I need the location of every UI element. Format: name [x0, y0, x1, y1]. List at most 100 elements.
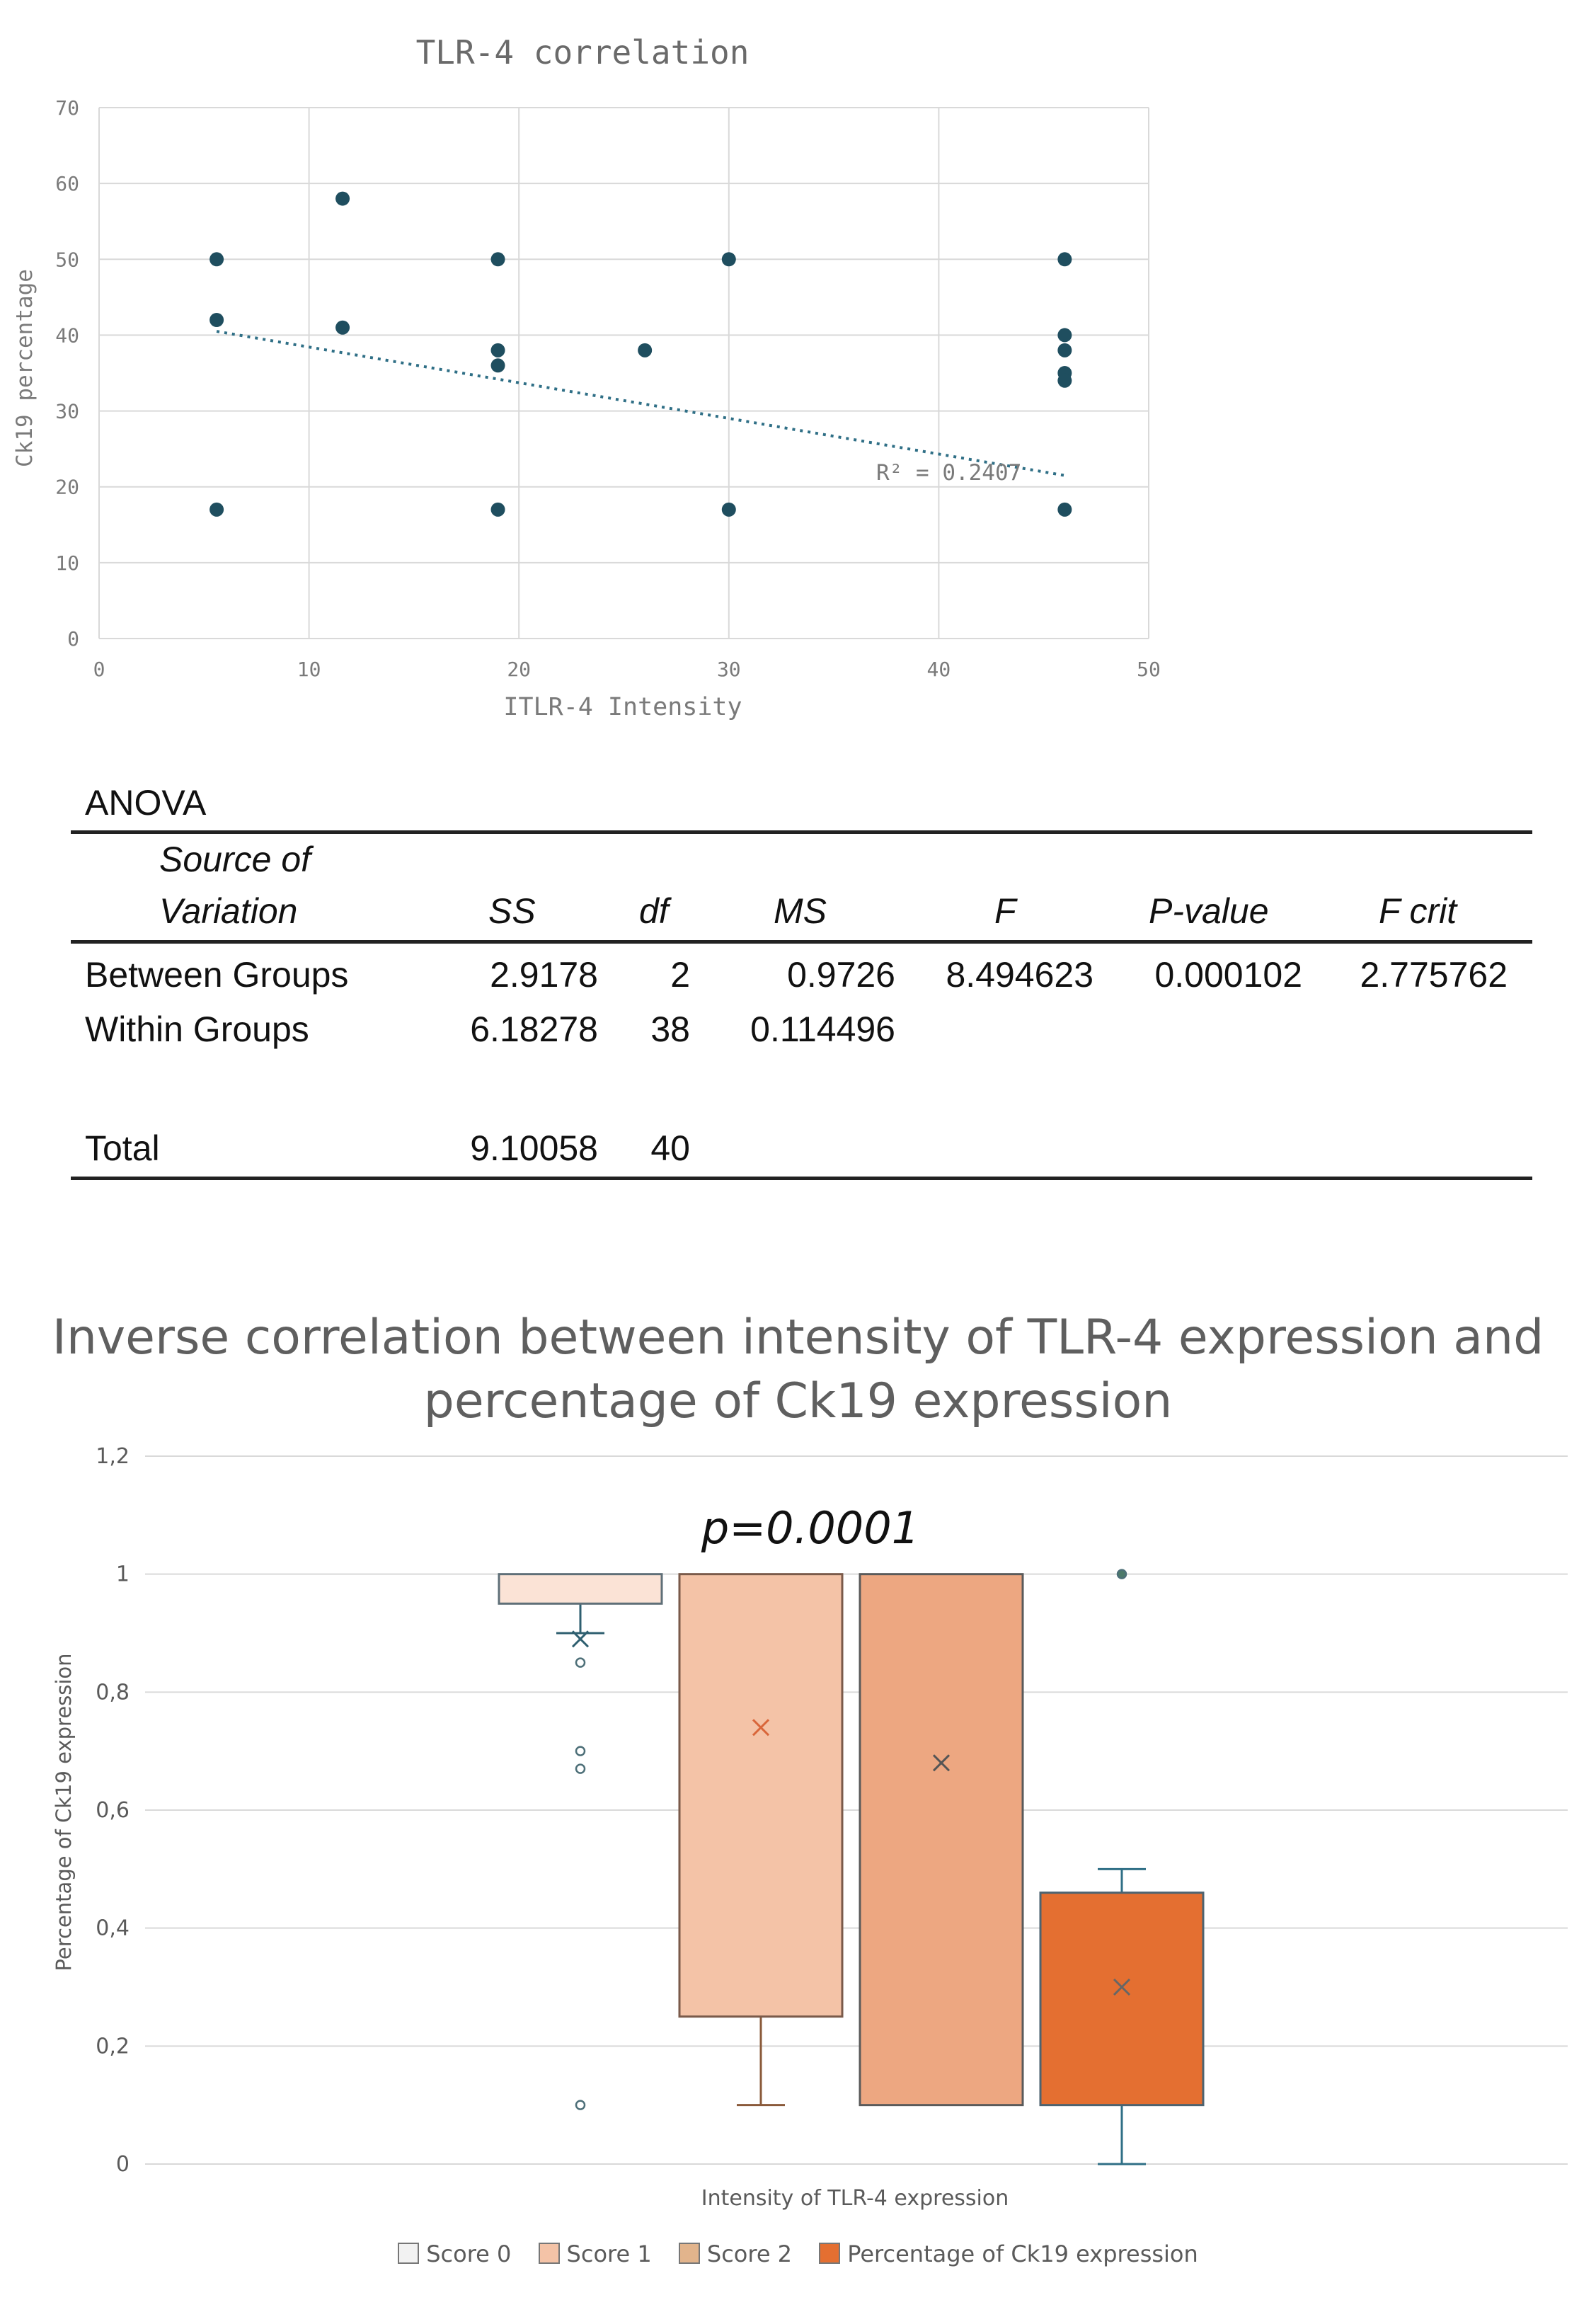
legend-item-score-2: Score 2: [678, 2241, 793, 2267]
mean-marker: [752, 1719, 770, 1736]
table-bottom-rule: [71, 1177, 1532, 1180]
data-point: [335, 191, 350, 206]
row3-source: Total: [85, 1128, 160, 1168]
data-point: [1057, 328, 1072, 343]
data-point: [209, 313, 224, 327]
row3-ss: 9.10058: [470, 1128, 598, 1168]
data-point: [1057, 373, 1072, 388]
p-value-annotation: p=0.0001: [701, 1502, 919, 1554]
outlier-point: [1116, 1569, 1127, 1579]
data-point: [1057, 343, 1072, 357]
data-point: [490, 343, 505, 357]
data-point: [1057, 502, 1072, 517]
y-tick-label: 0,8: [96, 1680, 130, 1705]
box-body: [1039, 1892, 1205, 2107]
scatter-svg: TLR-4 correlation 0 10 20 30 40 50 60 70 0 10 20 3…: [12, 33, 1161, 721]
x-tick-label: 0: [93, 658, 105, 681]
box-plot-title-line2: percentage of Ck19 expression: [423, 1373, 1173, 1429]
data-point: [638, 343, 653, 357]
row3-df: 40: [650, 1128, 690, 1168]
y-tick-label: 40: [55, 324, 79, 347]
legend-item-ck19: Percentage of Ck19 expression: [819, 2241, 1198, 2267]
legend-swatch-ck19: [819, 2243, 841, 2264]
data-point: [721, 252, 736, 267]
box-plot-legend: Score 0 Score 1 Score 2 Percentage of Ck…: [0, 2241, 1596, 2267]
y-tick-label: 50: [55, 248, 79, 271]
legend-label-score-2: Score 2: [706, 2241, 793, 2267]
outlier-point: [575, 2100, 586, 2110]
box-x-label: Intensity of TLR-4 expression: [701, 2186, 1009, 2211]
legend-swatch-score-2: [678, 2243, 700, 2264]
legend-swatch-score-1: [538, 2243, 560, 2264]
outlier-point: [575, 1746, 586, 1756]
header-source-line2: Variation: [159, 891, 298, 931]
legend-label-score-0: Score 0: [426, 2241, 512, 2267]
header-df: df: [639, 891, 669, 931]
row2-df: 38: [650, 1009, 690, 1049]
y-tick-label: 0: [67, 627, 79, 651]
data-point: [490, 252, 505, 267]
legend-label-ck19: Percentage of Ck19 expression: [847, 2241, 1198, 2267]
row1-f-crit: 2.775762: [1360, 955, 1508, 995]
header-f: F: [994, 891, 1016, 931]
box-y-label: Percentage of Ck19 expression: [52, 1653, 76, 1971]
header-ss: SS: [488, 891, 536, 931]
box-plot-title: Inverse correlation between intensity of…: [0, 1306, 1596, 1433]
data-point: [335, 320, 350, 335]
y-tick-label: 60: [55, 172, 79, 195]
y-tick-label: 0: [116, 2152, 130, 2177]
y-tick-label: 0,2: [96, 2034, 130, 2059]
box-4: [1039, 1569, 1205, 2165]
box-2: [678, 1573, 844, 2107]
x-tick-label: 50: [1137, 658, 1161, 681]
data-point: [490, 358, 505, 373]
y-tick-label: 20: [55, 476, 79, 499]
box-1: [498, 1573, 663, 2110]
box-3: [859, 1573, 1024, 2107]
row2-ms: 0.114496: [750, 1009, 895, 1049]
data-point: [209, 252, 224, 267]
outlier-point: [575, 1763, 586, 1774]
data-point: [490, 502, 505, 517]
row1-ms: 0.9726: [787, 955, 895, 995]
legend-swatch-score-0: [398, 2243, 420, 2264]
header-ms: MS: [774, 891, 827, 931]
anova-title: ANOVA: [85, 783, 207, 823]
y-tick-label: 0,4: [96, 1916, 130, 1941]
scatter-title: TLR-4 correlation: [416, 33, 750, 71]
header-source-line1: Source of: [159, 840, 311, 879]
scatter-x-label: ITLR-4 Intensity: [503, 693, 742, 721]
y-tick-label: 1,2: [96, 1444, 130, 1469]
row2-ss: 6.18278: [470, 1009, 598, 1049]
trendline: [216, 330, 1065, 477]
header-f-crit: F crit: [1379, 891, 1457, 931]
table-header-rule: [71, 940, 1532, 944]
legend-item-score-1: Score 1: [538, 2241, 652, 2267]
legend-label-score-1: Score 1: [566, 2241, 652, 2267]
x-tick-label: 10: [297, 658, 321, 681]
row1-df: 2: [670, 955, 690, 995]
x-tick-label: 30: [717, 658, 741, 681]
r-squared-label: R² = 0.2407: [876, 460, 1021, 486]
row1-p-value: 0.000102: [1154, 955, 1302, 995]
box-plot-chart: Inverse correlation between intensity of…: [0, 1267, 1596, 2312]
y-tick-label: 70: [55, 96, 79, 120]
legend-item-score-0: Score 0: [398, 2241, 511, 2267]
data-point: [209, 502, 224, 517]
data-point: [1057, 252, 1072, 267]
table-top-rule: [71, 830, 1532, 834]
header-p-value: P-value: [1149, 891, 1269, 931]
anova-table: ANOVA Source of Variation SS df MS F P-v…: [71, 775, 1532, 1200]
box-body: [678, 1573, 844, 2018]
box-plot-svg: 0 0,2 0,4 0,6 0,8 1 1,2 p=0.0001 Intensity of …: [52, 1444, 1568, 2211]
row1-f: 8.494623: [946, 955, 1093, 995]
scatter-chart: TLR-4 correlation 0 10 20 30 40 50 60 70 0 10 20 3…: [0, 0, 1596, 750]
row1-source: Between Groups: [85, 955, 349, 995]
row1-ss: 2.9178: [490, 955, 598, 995]
mean-marker: [932, 1754, 951, 1772]
outlier-point: [575, 1657, 586, 1668]
mean-marker: [1113, 1978, 1131, 1996]
box-body: [859, 1573, 1024, 2107]
row2-source: Within Groups: [85, 1009, 309, 1049]
x-tick-label: 20: [507, 658, 531, 681]
